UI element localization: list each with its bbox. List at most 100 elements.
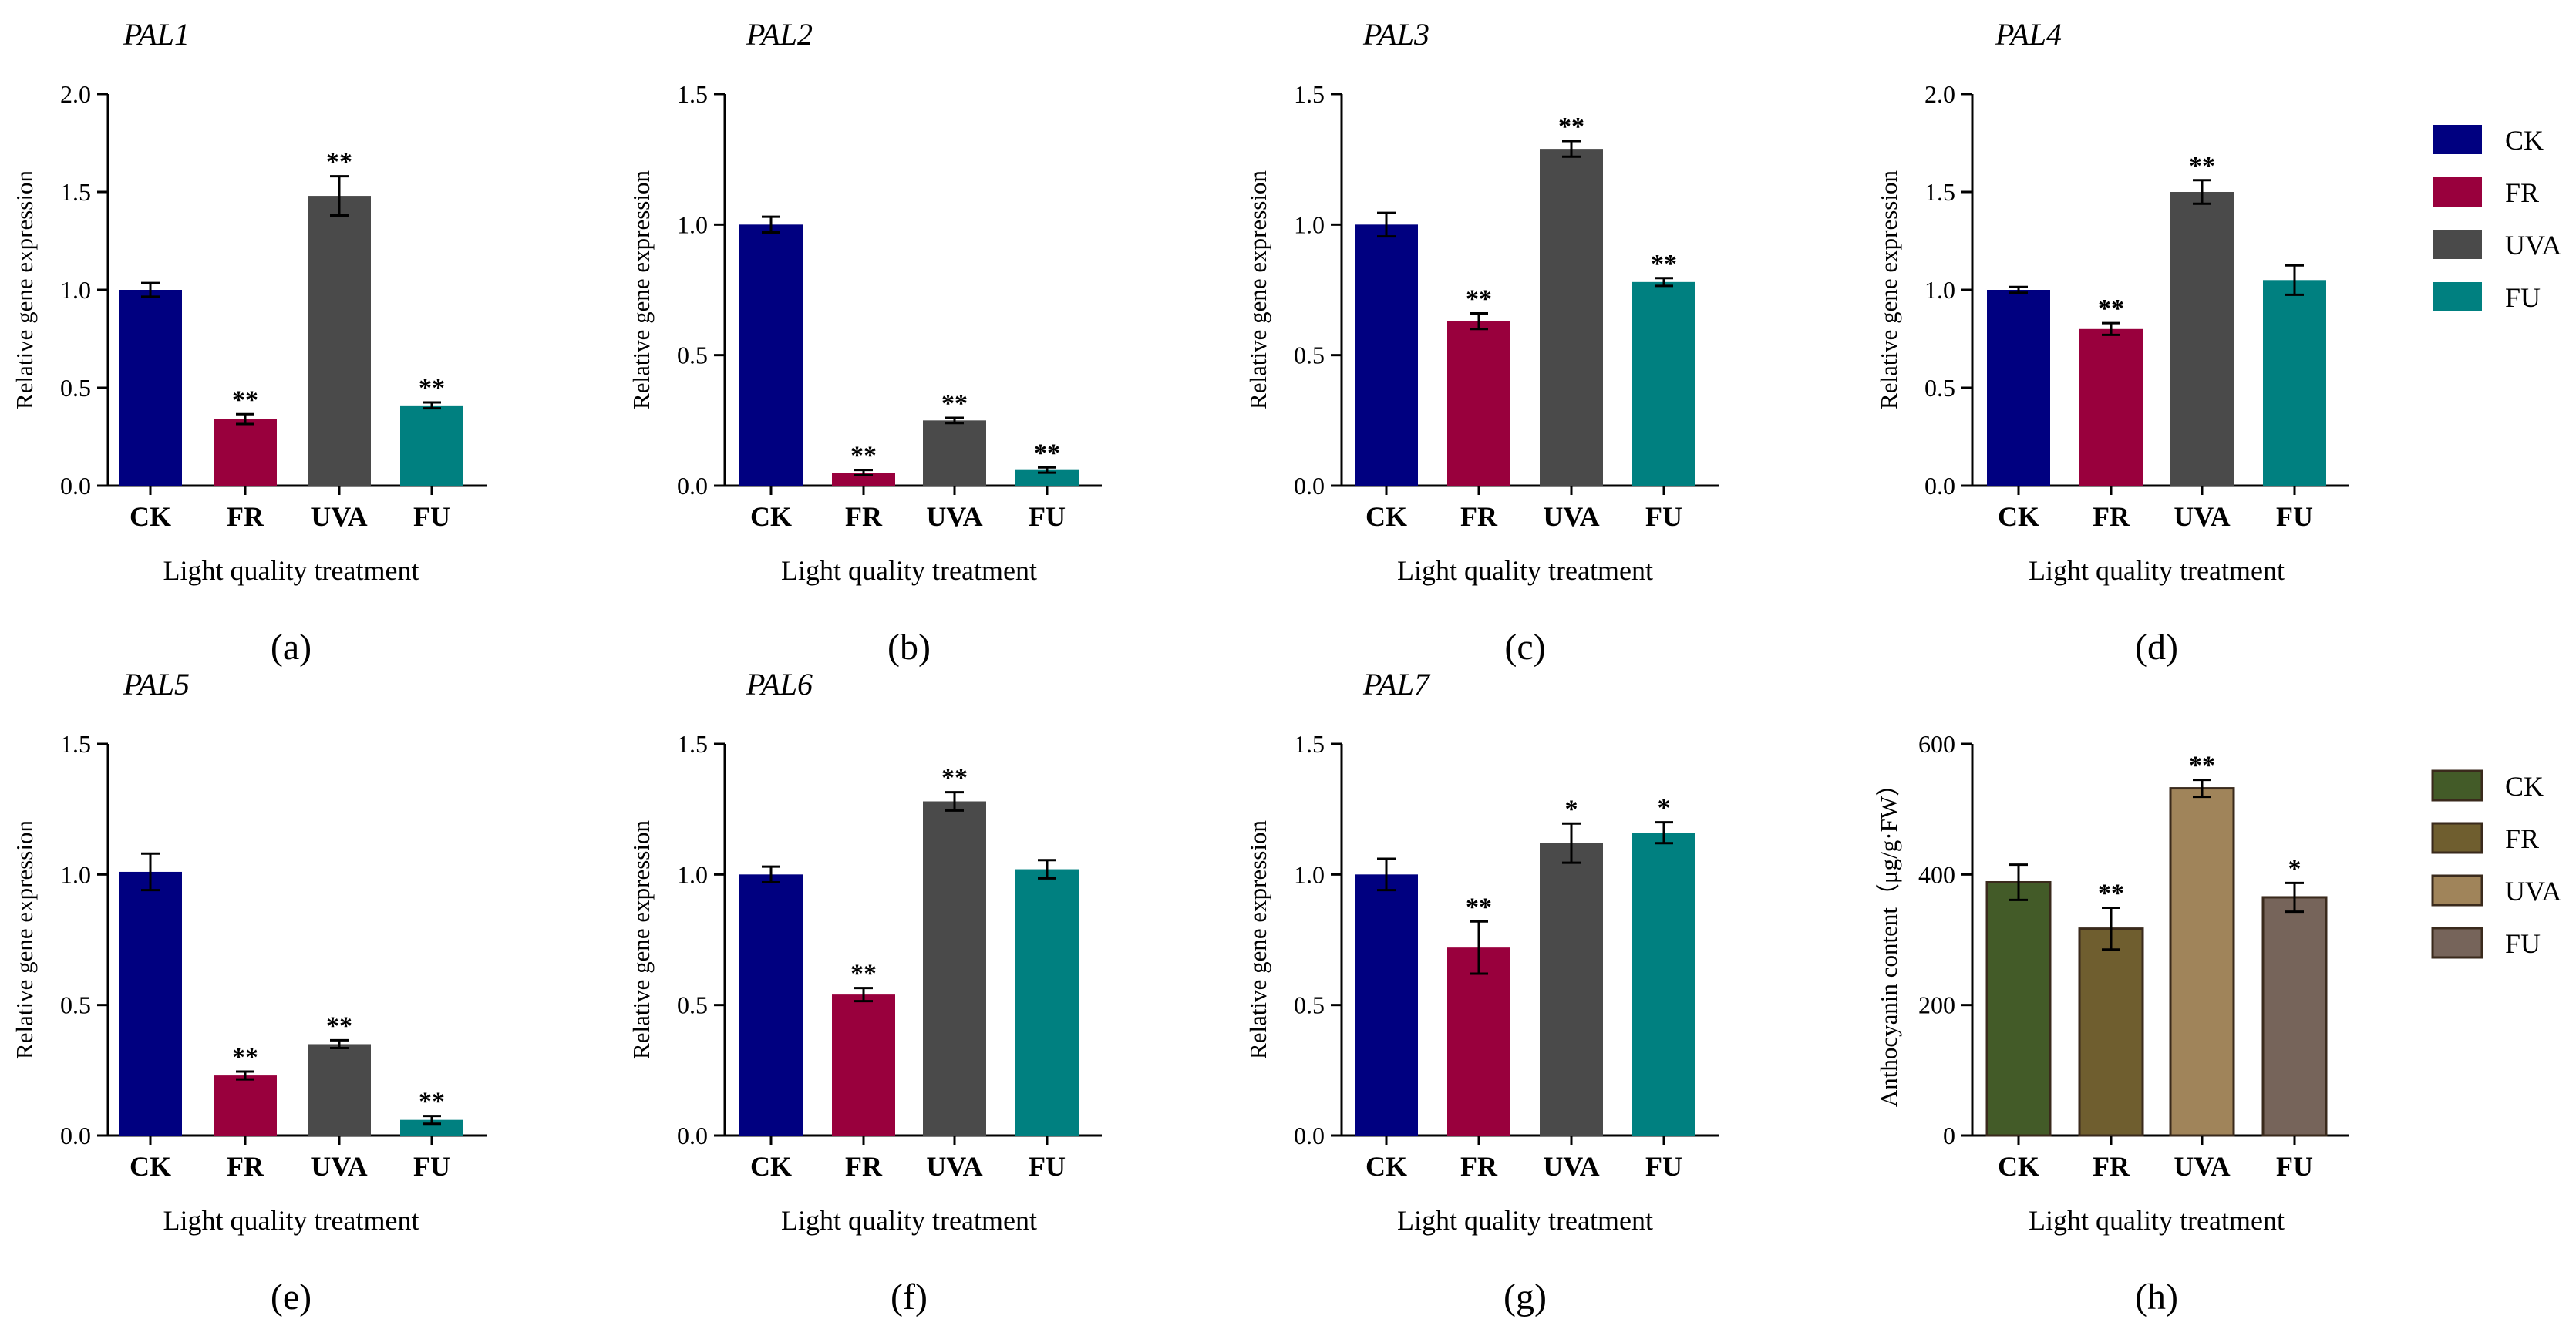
- significance-label: **: [232, 1043, 258, 1072]
- y-tick-label: 0.5: [60, 374, 91, 402]
- y-axis-label: Anthocyanin content（μg/g·FW）: [1875, 772, 1902, 1107]
- bar-ck: [1355, 874, 1418, 1136]
- x-axis-label: Light quality treatment: [2029, 1205, 2285, 1236]
- y-tick-label: 0: [1943, 1122, 1955, 1149]
- bar-ck: [119, 871, 182, 1136]
- significance-label: **: [850, 960, 877, 988]
- y-tick-label: 0.0: [60, 472, 91, 500]
- bar-fu: [400, 1119, 463, 1136]
- chart-title: PAL5: [123, 667, 190, 702]
- significance-label: **: [419, 1088, 445, 1116]
- significance-label: **: [850, 442, 877, 470]
- y-tick-label: 0.0: [677, 472, 708, 500]
- y-tick-label: 0.0: [1924, 472, 1955, 500]
- legend-swatch-fu: [2431, 927, 2483, 959]
- significance-label: **: [1651, 250, 1677, 278]
- chart-panel-2: PAL2 0.0 0.5 1.0 1.5 Relative gene expression…: [628, 17, 1102, 668]
- significance-label: **: [2098, 880, 2124, 908]
- bar-ck: [119, 290, 182, 486]
- y-tick-label: 0.0: [677, 1122, 708, 1149]
- panel-label: (c): [1504, 627, 1545, 668]
- y-axis-label: Relative gene expression: [1875, 170, 1902, 409]
- panel-label: (g): [1504, 1277, 1547, 1317]
- legend-entry: CK: [2505, 771, 2544, 802]
- bar-fu: [1632, 833, 1695, 1136]
- y-tick-label: 0.5: [677, 991, 708, 1019]
- x-tick-label: FR: [227, 1151, 264, 1182]
- significance-label: **: [2189, 152, 2215, 180]
- bar-ck: [1355, 224, 1418, 486]
- bar-uva: [2170, 192, 2234, 486]
- y-tick-label: 200: [1918, 991, 1955, 1019]
- legend-2: CK FR UVA FU: [2431, 769, 2561, 959]
- x-axis-label: Light quality treatment: [163, 555, 419, 586]
- y-tick-label: 0.0: [1294, 1122, 1325, 1149]
- x-tick-label: CK: [1365, 1151, 1407, 1182]
- legend-swatch-ck: [2431, 769, 2483, 802]
- x-tick-label: FR: [2093, 501, 2130, 532]
- significance-label: **: [419, 374, 445, 402]
- y-tick-label: 400: [1918, 860, 1955, 888]
- x-tick-label: UVA: [926, 1151, 982, 1182]
- bar-fr: [832, 473, 895, 486]
- panel-label: (e): [271, 1277, 311, 1317]
- y-tick-label: 2.0: [60, 80, 91, 108]
- bar-fu: [400, 405, 463, 486]
- legend-entry: FR: [2505, 177, 2539, 208]
- bar-fu: [1015, 469, 1079, 486]
- legend-1: CK FR UVA FU: [2433, 125, 2561, 313]
- bar-fu: [1015, 869, 1079, 1136]
- x-tick-label: UVA: [311, 1151, 367, 1182]
- y-axis-label: Relative gene expression: [11, 170, 38, 409]
- y-tick-label: 0.5: [60, 991, 91, 1019]
- panel-label: (f): [891, 1277, 928, 1317]
- y-tick-label: 1.5: [1294, 80, 1325, 108]
- significance-label: *: [2288, 854, 2302, 883]
- bar-fr: [832, 994, 895, 1136]
- y-tick-label: 1.5: [677, 730, 708, 758]
- significance-label: **: [941, 764, 968, 793]
- y-tick-label: 1.0: [677, 860, 708, 888]
- x-tick-label: FU: [413, 1151, 450, 1182]
- x-tick-label: UVA: [1543, 501, 1599, 532]
- bar-uva: [1540, 843, 1603, 1136]
- x-axis-label: Light quality treatment: [2029, 555, 2285, 586]
- legend-swatch-uva: [2433, 230, 2482, 259]
- significance-label: **: [1034, 439, 1060, 467]
- bar-fr: [214, 419, 277, 486]
- bar-ck: [739, 874, 803, 1136]
- bar-fr: [2079, 328, 2143, 486]
- x-tick-label: FR: [1460, 1151, 1498, 1182]
- x-tick-label: CK: [1365, 501, 1407, 532]
- bar-fr: [214, 1075, 277, 1136]
- x-tick-label: FR: [845, 1151, 883, 1182]
- significance-label: **: [1466, 284, 1492, 313]
- significance-label: **: [2098, 294, 2124, 323]
- x-tick-label: FU: [1645, 501, 1682, 532]
- y-tick-label: 0.0: [60, 1122, 91, 1149]
- bar-ck: [739, 224, 803, 486]
- legend-entry: UVA: [2505, 876, 2561, 907]
- chart-title: PAL7: [1362, 667, 1431, 702]
- significance-label: *: [1658, 794, 1671, 823]
- y-tick-label: 1.5: [60, 178, 91, 206]
- y-tick-label: 0.5: [677, 342, 708, 369]
- chart-title: PAL6: [746, 667, 813, 702]
- x-axis-label: Light quality treatment: [1397, 1205, 1653, 1236]
- bar-uva: [923, 801, 986, 1136]
- y-tick-label: 1.5: [677, 80, 708, 108]
- x-tick-label: FU: [2276, 501, 2313, 532]
- x-tick-label: FU: [1029, 1151, 1066, 1182]
- legend-swatch-fu: [2433, 282, 2482, 311]
- x-axis-label: Light quality treatment: [781, 1205, 1037, 1236]
- bar-uva: [308, 196, 371, 486]
- y-axis-label: Relative gene expression: [628, 820, 655, 1059]
- x-tick-label: UVA: [926, 501, 982, 532]
- y-tick-label: 1.0: [1294, 210, 1325, 238]
- x-tick-label: FR: [845, 501, 883, 532]
- significance-label: **: [2189, 752, 2215, 780]
- y-tick-label: 600: [1918, 730, 1955, 758]
- bar-uva: [1540, 149, 1603, 486]
- x-tick-label: FU: [1029, 501, 1066, 532]
